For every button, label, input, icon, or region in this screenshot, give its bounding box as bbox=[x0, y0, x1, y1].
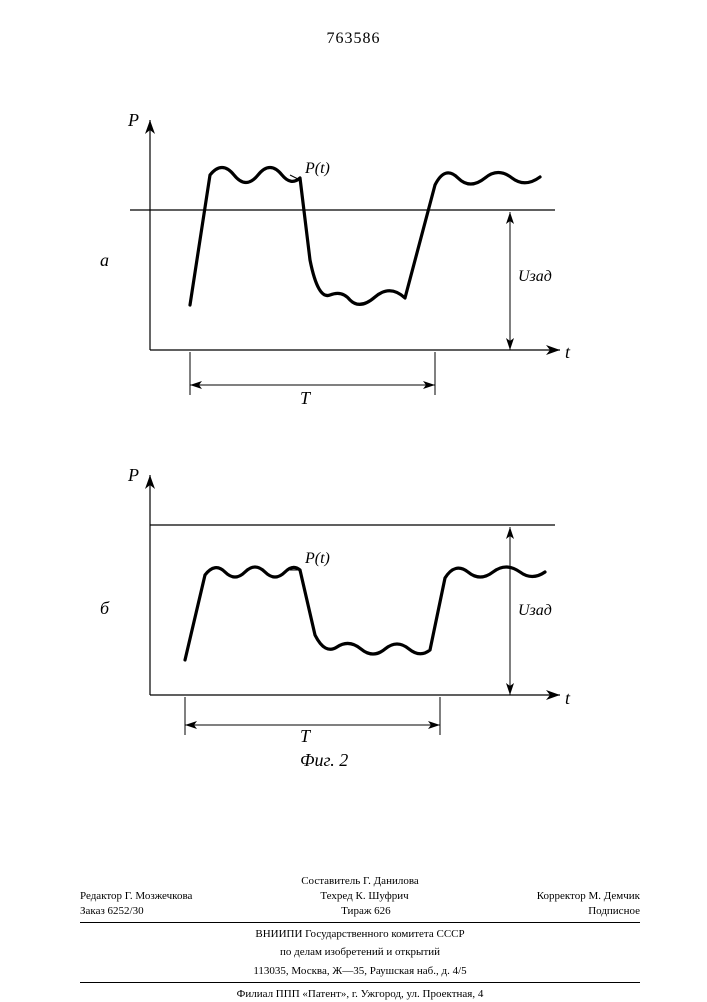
credits-tech-editor: Техред К. Шуфрич bbox=[320, 889, 408, 904]
credits-addr1: 113035, Москва, Ж—35, Раушская наб., д. … bbox=[80, 964, 640, 979]
credits-compiler: Составитель Г. Данилова bbox=[80, 874, 640, 889]
chart-b-threshold-label: Uзад bbox=[518, 602, 552, 620]
chart-b-y-label: P bbox=[128, 465, 139, 486]
chart-b-panel-label: б bbox=[100, 598, 109, 619]
credits-subscription: Подписное bbox=[588, 904, 640, 919]
credits-circulation: Тираж 626 bbox=[341, 904, 391, 919]
figure-caption: Фиг. 2 bbox=[300, 750, 348, 771]
credits-org1: ВНИИПИ Государственного комитета СССР bbox=[80, 927, 640, 942]
chart-b-x-label: t bbox=[565, 688, 570, 709]
page: 763586 а P t P(t) Uзад T bbox=[0, 0, 707, 1000]
credits-divider-1 bbox=[80, 922, 640, 923]
credits-block: Составитель Г. Данилова Редактор Г. Мозж… bbox=[80, 870, 640, 1002]
chart-b bbox=[0, 0, 707, 400]
credits-editor: Редактор Г. Мозжечкова bbox=[80, 889, 192, 904]
credits-org2: по делам изобретений и открытий bbox=[80, 945, 640, 960]
chart-b-curve-label: P(t) bbox=[305, 550, 330, 568]
chart-b-period-label: T bbox=[300, 726, 310, 747]
credits-divider-2 bbox=[80, 982, 640, 983]
credits-corrector: Корректор М. Демчик bbox=[537, 889, 640, 904]
chart-b-curve bbox=[185, 567, 545, 660]
credits-order: Заказ 6252/30 bbox=[80, 904, 144, 919]
